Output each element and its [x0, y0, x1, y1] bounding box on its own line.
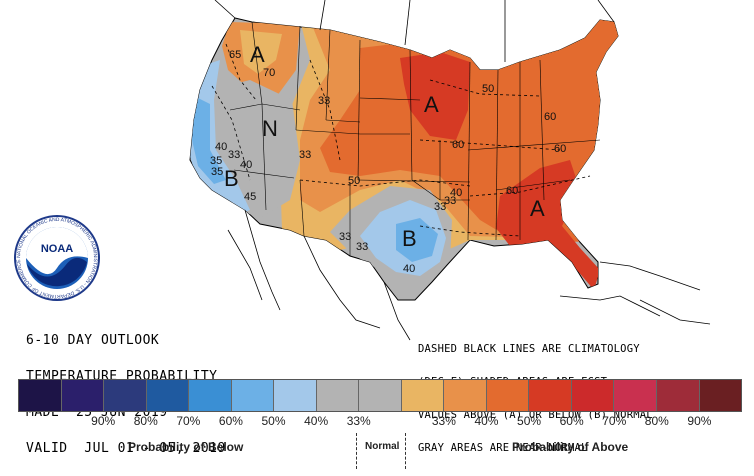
legend-swatch	[104, 380, 147, 411]
below-letter-texas: B	[402, 226, 417, 251]
noaa-logo: NOAA NATIONAL OCEANIC AND ATMOSPHERIC AD…	[14, 215, 100, 301]
above-letter-northwest: A	[250, 42, 265, 67]
legend-tick-label: 33%	[346, 414, 371, 428]
region-below-texas-inner	[396, 218, 438, 262]
contour-label: 60	[544, 111, 556, 123]
legend-tick-label: 90%	[91, 414, 116, 428]
contour-label: 33	[318, 95, 330, 107]
note-line: DASHED BLACK LINES ARE CLIMATOLOGY	[418, 343, 640, 355]
legend-tick-label: 50%	[517, 414, 542, 428]
contour-label: 60	[452, 139, 464, 151]
legend-swatch	[444, 380, 487, 411]
contour-label: 40	[403, 263, 415, 275]
region-above-northwest-inner	[240, 30, 282, 74]
note-line: VALUES ABOVE (A) OR BELOW (B) NORMAL	[418, 409, 653, 421]
category-letters: A A A N B B	[224, 42, 545, 251]
contour-label: 40	[240, 159, 252, 171]
note-line: GRAY AREAS ARE NEAR-NORMAL	[418, 442, 588, 454]
legend-separator	[356, 433, 357, 469]
contour-label: 33	[356, 241, 368, 253]
legend-caption-normal: Normal	[365, 441, 400, 452]
contour-label: 33	[444, 195, 456, 207]
contour-label: 33	[299, 149, 311, 161]
legend-swatch	[189, 380, 232, 411]
legend-tick-label: 70%	[602, 414, 627, 428]
contour-label: 50	[348, 175, 360, 187]
legend-separator	[405, 433, 406, 469]
noaa-logo-text: NOAA	[41, 243, 73, 255]
contour-label: 40	[450, 187, 462, 199]
legend-swatch	[656, 380, 700, 411]
legend-swatch	[529, 380, 572, 411]
contour-label: 45	[244, 191, 256, 203]
above-letter-southeast: A	[530, 196, 545, 221]
legend-tick-row: 90% 80% 70% 60% 50% 40% 33% 33% 40% 50% 60% 70% 80% 9…	[18, 414, 742, 430]
legend-caption-above: Probability of Above	[512, 440, 629, 454]
legend-tick-label: 70%	[176, 414, 201, 428]
legend-swatch	[316, 380, 360, 411]
legend-swatch	[146, 380, 190, 411]
legend-tick-label: 80%	[133, 414, 158, 428]
region-below-west-inner	[192, 96, 226, 184]
valid-dates: VALID JUL 01 - 05, 2019	[26, 441, 226, 456]
below-letter-west: B	[224, 166, 239, 191]
contour-label: 50	[482, 83, 494, 95]
neighbor-borders	[214, 0, 711, 341]
contour-label: 60	[554, 143, 566, 155]
legend-swatch	[19, 380, 62, 411]
legend-swatch	[614, 380, 657, 411]
legend-swatch	[359, 380, 402, 411]
legend-tick-label: 90%	[687, 414, 712, 428]
legend-tick-label: 33%	[431, 414, 456, 428]
state-borders	[229, 21, 601, 256]
region-below-west-outer	[190, 60, 250, 214]
contour-label: 40	[215, 141, 227, 153]
contour-label: 33	[228, 149, 240, 161]
legend-swatch	[571, 380, 615, 411]
legend-tick-label: 60%	[218, 414, 243, 428]
legend-swatch	[401, 380, 445, 411]
contour-label: 35	[211, 166, 223, 178]
legend-color-bar	[18, 379, 742, 412]
legend-tick-label: 80%	[644, 414, 669, 428]
contour-labels: 65 70 33 40 33 35 40 45 35 33 50 33 33 4…	[210, 49, 566, 275]
contour-label: 35	[210, 155, 222, 167]
legend-swatch	[486, 380, 530, 411]
contour-label: 33	[339, 231, 351, 243]
legend-tick-label: 40%	[304, 414, 329, 428]
contour-label: 70	[263, 67, 275, 79]
above-letter-midwest: A	[424, 92, 439, 117]
legend-swatch	[231, 380, 275, 411]
legend-caption-below: Probability of Below	[128, 440, 244, 454]
legend-swatch	[274, 380, 317, 411]
contour-label: 60	[506, 185, 518, 197]
climatology-dashed-lines	[211, 43, 591, 237]
legend-tick-label: 50%	[261, 414, 286, 428]
legend-swatch	[699, 380, 742, 411]
outlook-title: 6-10 DAY OUTLOOK	[26, 333, 160, 348]
legend-tick-label: 40%	[474, 414, 499, 428]
contour-label: 33	[434, 201, 446, 213]
legend-swatch	[61, 380, 105, 411]
normal-letter-west: N	[262, 116, 278, 141]
contour-label: 65	[229, 49, 241, 61]
legend-tick-label: 60%	[559, 414, 584, 428]
region-above-60-midwest	[400, 52, 470, 140]
